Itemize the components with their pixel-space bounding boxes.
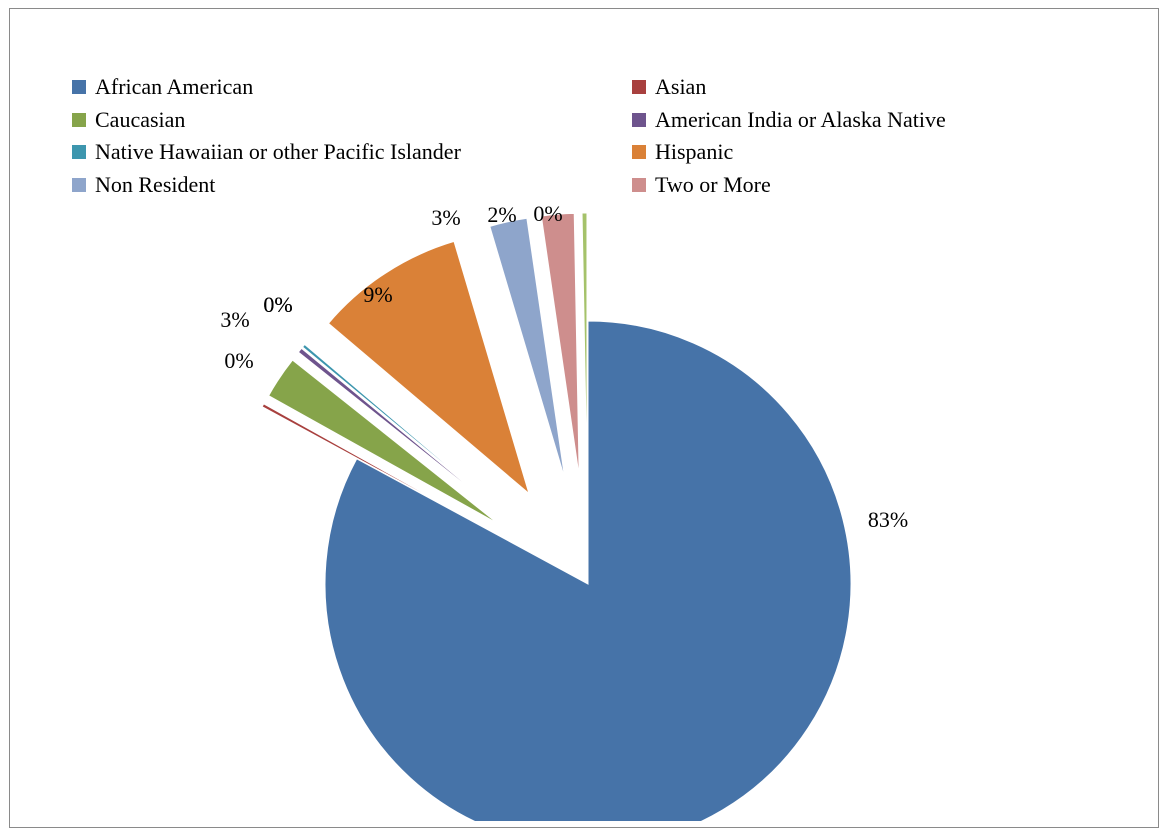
legend-item: Native Hawaiian or other Pacific Islande… <box>72 136 632 169</box>
legend-item: Hispanic <box>632 136 1072 169</box>
pie-slice <box>489 217 566 479</box>
data-label: 0% <box>263 292 292 317</box>
pie-chart: 83%0%3%0%0% 9%3% 2% 0% <box>220 201 908 821</box>
pie-slice <box>297 347 505 517</box>
legend-swatch <box>72 177 86 192</box>
legend-item: Asian <box>632 71 1072 104</box>
legend-swatch <box>72 80 86 95</box>
legend-label: American India or Alaska Native <box>655 106 946 132</box>
legend-swatch <box>632 112 646 127</box>
legend-item: Two or More <box>632 169 1072 202</box>
pie-slice <box>261 403 494 533</box>
data-label: 3% <box>220 307 249 332</box>
pie-slice <box>267 359 499 525</box>
legend-swatch <box>72 112 86 127</box>
data-label: 0% <box>533 201 562 226</box>
data-label: 83% <box>868 507 908 532</box>
data-label: 0% <box>224 348 253 373</box>
legend-swatch <box>72 145 86 160</box>
legend: African American Asian Caucasian American I… <box>72 71 1072 201</box>
legend-swatch <box>632 80 646 95</box>
legend-swatch <box>632 177 646 192</box>
legend-item: African American <box>72 71 632 104</box>
legend-label: Caucasian <box>95 106 186 132</box>
legend-label: Two or More <box>655 171 771 197</box>
chart-frame: 83% 0% 3% 0% 0% 9% 3% 2% 0% African American Asia… <box>9 8 1159 828</box>
legend-swatch <box>632 145 646 160</box>
legend-item: Caucasian <box>72 104 632 137</box>
pie-slice <box>540 212 580 477</box>
data-label: 2% <box>487 202 516 227</box>
legend-label: Non Resident <box>95 171 216 197</box>
legend-item: American India or Alaska Native <box>632 104 1072 137</box>
legend-label: Hispanic <box>655 139 734 165</box>
data-label: 3% <box>431 205 460 230</box>
pie-slice <box>324 320 852 821</box>
legend-label: Native Hawaiian or other Pacific Islande… <box>95 139 461 165</box>
legend-item: Non Resident <box>72 169 632 202</box>
data-label: 9% <box>363 282 392 307</box>
pie-slice <box>327 240 530 496</box>
data-label: 0% <box>263 292 292 317</box>
legend-label: Asian <box>655 74 707 100</box>
pie-slice <box>301 343 506 516</box>
legend-label: African American <box>95 74 254 100</box>
pie-slice <box>581 212 588 477</box>
